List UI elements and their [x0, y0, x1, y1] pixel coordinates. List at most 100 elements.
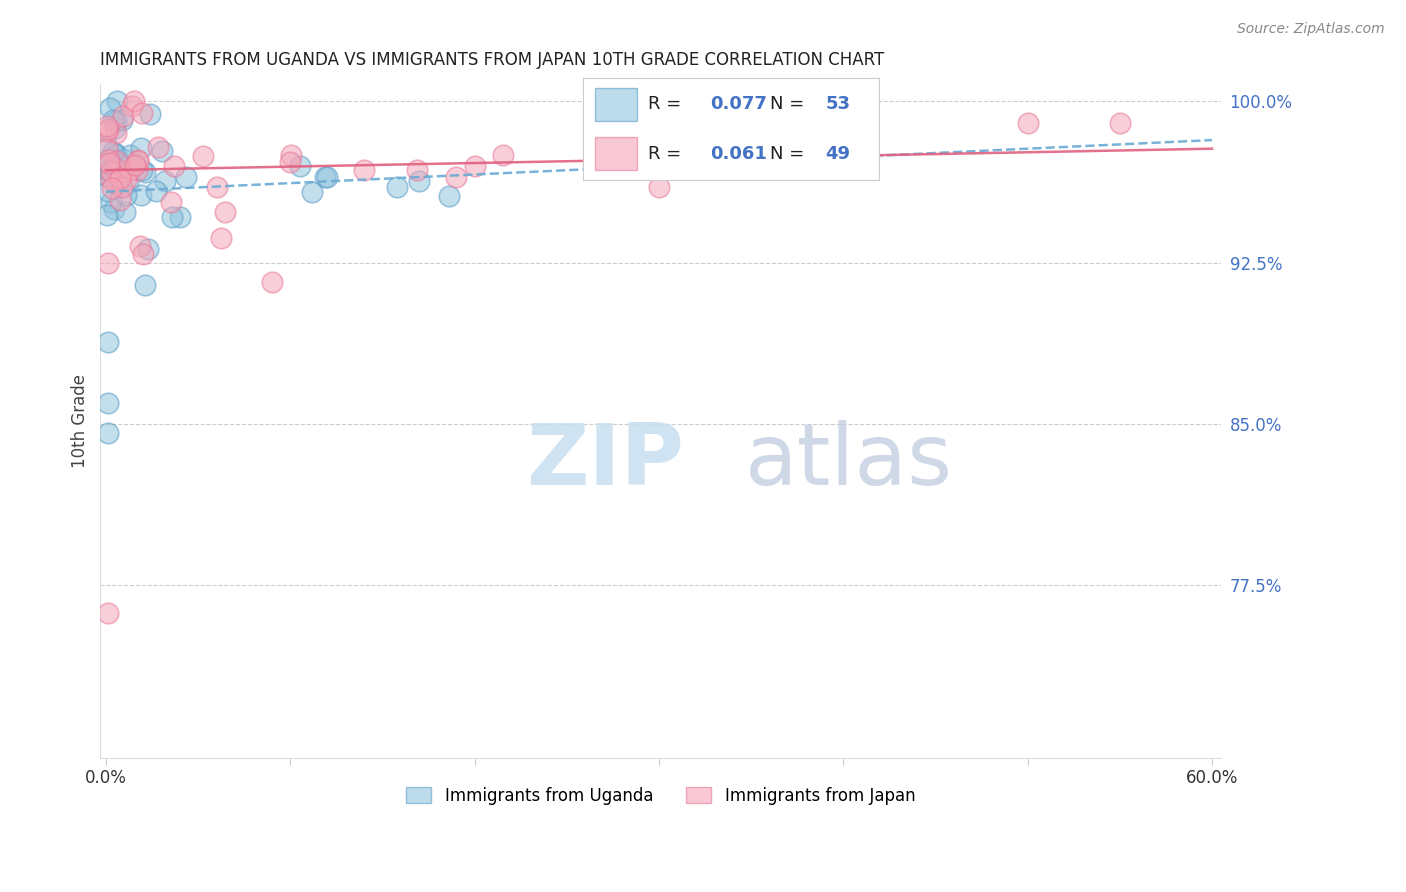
- Point: [96, 124, 118, 138]
- Point: [100, 164, 122, 178]
- Point: [108, 170, 131, 185]
- Point: [169, 211, 191, 225]
- Point: [110, 193, 132, 207]
- Point: [105, 153, 128, 168]
- Point: [301, 185, 323, 199]
- Point: [492, 148, 515, 162]
- Text: ZIP: ZIP: [526, 420, 685, 503]
- Point: [214, 205, 236, 219]
- Point: [464, 159, 486, 173]
- Point: [148, 140, 170, 154]
- Point: [160, 195, 183, 210]
- Point: [105, 163, 128, 178]
- Point: [122, 95, 145, 109]
- Point: [406, 163, 429, 178]
- Point: [97, 395, 120, 409]
- Text: Source: ZipAtlas.com: Source: ZipAtlas.com: [1237, 22, 1385, 37]
- Point: [209, 230, 232, 244]
- Point: [191, 148, 214, 162]
- Point: [353, 163, 375, 178]
- Point: [100, 101, 122, 115]
- Point: [131, 106, 153, 120]
- FancyBboxPatch shape: [595, 87, 637, 120]
- Point: [134, 165, 156, 179]
- Point: [97, 335, 120, 350]
- Point: [97, 153, 120, 168]
- Point: [153, 174, 176, 188]
- Point: [104, 176, 127, 190]
- Point: [104, 162, 127, 177]
- Point: [316, 169, 339, 184]
- Point: [100, 172, 122, 186]
- Point: [111, 112, 134, 127]
- Point: [105, 148, 128, 162]
- Point: [98, 152, 121, 166]
- Point: [112, 109, 135, 123]
- Point: [101, 145, 124, 160]
- Point: [131, 163, 153, 178]
- Point: [101, 112, 124, 127]
- Point: [115, 187, 138, 202]
- Text: R =: R =: [648, 95, 688, 113]
- Point: [104, 121, 127, 136]
- Point: [97, 425, 120, 440]
- Point: [127, 153, 149, 167]
- Point: [114, 205, 136, 219]
- Point: [107, 179, 129, 194]
- Point: [117, 176, 139, 190]
- Point: [96, 138, 118, 153]
- Point: [127, 154, 149, 169]
- Point: [101, 158, 124, 172]
- Point: [118, 147, 141, 161]
- Point: [1017, 116, 1039, 130]
- Point: [207, 180, 229, 194]
- Text: 53: 53: [825, 95, 851, 113]
- Point: [97, 256, 120, 270]
- Point: [408, 174, 430, 188]
- Point: [648, 180, 671, 194]
- Point: [105, 126, 128, 140]
- Point: [163, 160, 186, 174]
- Point: [145, 184, 167, 198]
- Point: [174, 170, 197, 185]
- Point: [101, 180, 124, 194]
- Legend: Immigrants from Uganda, Immigrants from Japan: Immigrants from Uganda, Immigrants from …: [398, 779, 924, 814]
- Point: [111, 180, 134, 194]
- Y-axis label: 10th Grade: 10th Grade: [72, 374, 89, 468]
- Text: IMMIGRANTS FROM UGANDA VS IMMIGRANTS FROM JAPAN 10TH GRADE CORRELATION CHART: IMMIGRANTS FROM UGANDA VS IMMIGRANTS FRO…: [100, 51, 884, 69]
- Point: [129, 239, 152, 253]
- Point: [290, 159, 312, 173]
- Text: 49: 49: [825, 145, 851, 162]
- Point: [100, 194, 122, 209]
- Point: [136, 242, 159, 256]
- Point: [124, 158, 146, 172]
- Point: [98, 165, 121, 179]
- Point: [437, 189, 460, 203]
- Point: [280, 148, 302, 162]
- Point: [111, 164, 134, 178]
- Point: [121, 99, 143, 113]
- Point: [131, 140, 153, 154]
- Text: 0.077: 0.077: [710, 95, 768, 113]
- Point: [103, 202, 125, 217]
- Point: [105, 147, 128, 161]
- Point: [114, 173, 136, 187]
- Point: [97, 122, 120, 136]
- Text: N =: N =: [769, 95, 810, 113]
- Point: [108, 157, 131, 171]
- Point: [1108, 116, 1130, 130]
- Point: [96, 119, 118, 133]
- FancyBboxPatch shape: [595, 137, 637, 169]
- Point: [104, 161, 127, 175]
- Point: [96, 163, 118, 178]
- Point: [134, 278, 156, 293]
- Text: N =: N =: [769, 145, 810, 162]
- Text: 0.061: 0.061: [710, 145, 768, 162]
- Point: [129, 188, 152, 202]
- Point: [98, 157, 121, 171]
- Point: [444, 169, 467, 184]
- Point: [150, 144, 173, 158]
- Text: atlas: atlas: [745, 420, 953, 503]
- Point: [278, 154, 301, 169]
- Point: [385, 180, 408, 194]
